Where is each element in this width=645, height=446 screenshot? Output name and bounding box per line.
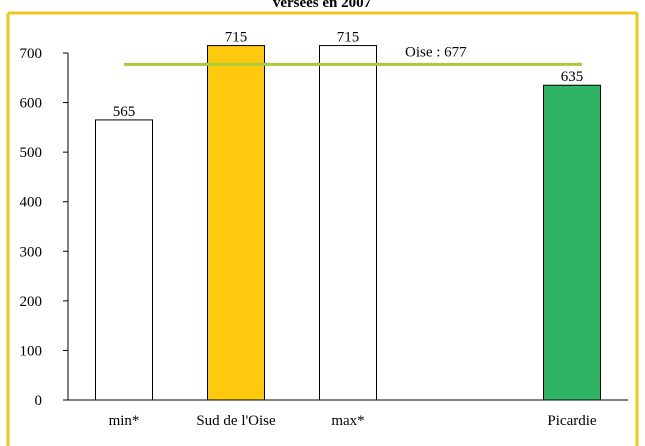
- y-tick-label: 300: [20, 244, 43, 260]
- y-tick-label: 600: [20, 96, 43, 112]
- data-label: 715: [225, 30, 248, 46]
- y-tick-label: 0: [35, 393, 43, 409]
- bar: [543, 84, 601, 401]
- y-tick-label: 200: [20, 294, 43, 310]
- bar: [319, 45, 377, 401]
- x-tick-label: max*: [331, 413, 364, 429]
- bar: [95, 119, 153, 401]
- bars-group: 565 715 715 635: [95, 30, 601, 401]
- x-tick-label: Picardie: [547, 413, 596, 429]
- y-tick-label: 100: [20, 343, 43, 359]
- data-label: 565: [113, 104, 136, 120]
- data-label: 635: [561, 69, 584, 85]
- x-tick-label: Sud de l'Oise: [196, 413, 276, 429]
- reference-line-group: Oise : 677: [124, 44, 582, 66]
- y-axis: 0 100 200 300 400 500 600 700: [20, 46, 69, 409]
- reference-line-label: Oise : 677: [405, 44, 467, 60]
- x-tick-label: min*: [109, 413, 140, 429]
- chart-title: versées en 2007: [273, 0, 372, 11]
- data-label: 715: [337, 30, 360, 46]
- y-tick-label: 500: [20, 145, 43, 161]
- y-tick-label: 400: [20, 195, 43, 211]
- x-axis: min* Sud de l'Oise max* Picardie: [68, 399, 628, 429]
- bar: [207, 45, 265, 401]
- y-tick-label: 700: [20, 46, 43, 62]
